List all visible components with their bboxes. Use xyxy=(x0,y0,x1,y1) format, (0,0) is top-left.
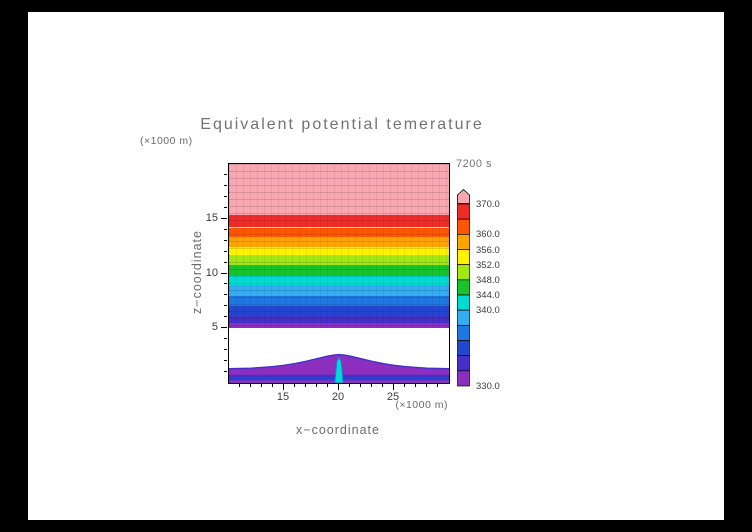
tick-mark xyxy=(224,283,227,285)
contour-band xyxy=(229,316,449,323)
contour-band xyxy=(229,164,449,215)
y-tick-label: 5 xyxy=(211,321,218,334)
tick-mark xyxy=(224,261,227,263)
x-tick-label: 20 xyxy=(331,391,345,403)
contour-bands xyxy=(229,164,449,383)
tick-mark xyxy=(221,327,227,329)
tick-mark xyxy=(415,384,416,387)
contour-band xyxy=(229,322,449,329)
tick-mark xyxy=(224,360,227,362)
x-axis-label: x−coordinate xyxy=(296,423,380,437)
tick-mark xyxy=(349,384,350,387)
tick-mark xyxy=(294,384,295,387)
contour-band xyxy=(229,306,449,317)
tick-mark xyxy=(224,206,227,208)
contour-band xyxy=(229,214,449,228)
contour-band xyxy=(229,264,449,276)
colorbar xyxy=(457,189,470,387)
contour-band xyxy=(229,246,449,256)
contour-band xyxy=(229,227,449,237)
colorbar-tick-label: 330.0 xyxy=(476,381,500,392)
surface-mound xyxy=(229,353,449,383)
y-axis-unit-label: (×1000 m) xyxy=(140,135,193,147)
tick-mark xyxy=(426,384,427,387)
tick-mark xyxy=(250,384,251,387)
tick-mark xyxy=(224,338,227,340)
chart-title: Equivalent potential temerature xyxy=(200,116,484,133)
tick-mark xyxy=(371,384,372,387)
colorbar-tick-label: 344.0 xyxy=(476,290,500,301)
contour-band xyxy=(229,275,449,285)
tick-mark xyxy=(316,384,317,387)
x-axis-unit-label: (×1000 m) xyxy=(395,399,448,411)
tick-mark xyxy=(224,316,227,318)
tick-mark xyxy=(224,239,227,241)
tick-mark xyxy=(221,217,227,219)
y-tick-label: 15 xyxy=(205,211,218,224)
tick-mark xyxy=(272,384,273,387)
time-label: 7200 s xyxy=(456,158,493,170)
colorbar-tick-label: 352.0 xyxy=(476,259,500,271)
x-tick-label: 25 xyxy=(386,391,400,403)
tick-mark xyxy=(221,272,227,274)
tick-mark xyxy=(224,184,227,186)
colorbar-tick-label: 356.0 xyxy=(476,244,500,256)
colorbar-tick-label: 340.0 xyxy=(476,305,500,317)
tick-mark xyxy=(404,384,405,387)
tick-mark xyxy=(261,384,262,387)
tick-mark xyxy=(382,384,383,387)
tick-mark xyxy=(239,384,240,387)
tick-mark xyxy=(224,173,227,175)
tick-mark xyxy=(283,384,284,390)
y-tick-label: 10 xyxy=(205,266,218,279)
tick-mark xyxy=(224,305,227,307)
tick-mark xyxy=(327,384,328,387)
tick-mark xyxy=(224,228,227,230)
colorbar-tick-label: 348.0 xyxy=(476,274,500,286)
contour-band xyxy=(229,236,449,247)
tick-mark xyxy=(224,250,227,252)
tick-mark xyxy=(305,384,306,387)
y-axis-label: z−coordinate xyxy=(190,230,204,314)
tick-mark xyxy=(437,384,438,387)
colorbar-tick-label: 360.0 xyxy=(476,229,500,241)
colorbar-tick-label: 370.0 xyxy=(476,199,500,210)
tick-mark xyxy=(224,349,227,351)
tick-mark xyxy=(338,384,339,390)
tick-mark xyxy=(224,371,227,373)
tick-mark xyxy=(224,195,227,197)
tick-mark xyxy=(360,384,361,387)
plot-area xyxy=(228,163,450,384)
contour-band xyxy=(229,255,449,265)
contour-band xyxy=(229,295,449,307)
tick-mark xyxy=(224,294,227,296)
contour-band xyxy=(229,284,449,296)
x-tick-label: 15 xyxy=(276,391,290,403)
tick-mark xyxy=(393,384,394,390)
